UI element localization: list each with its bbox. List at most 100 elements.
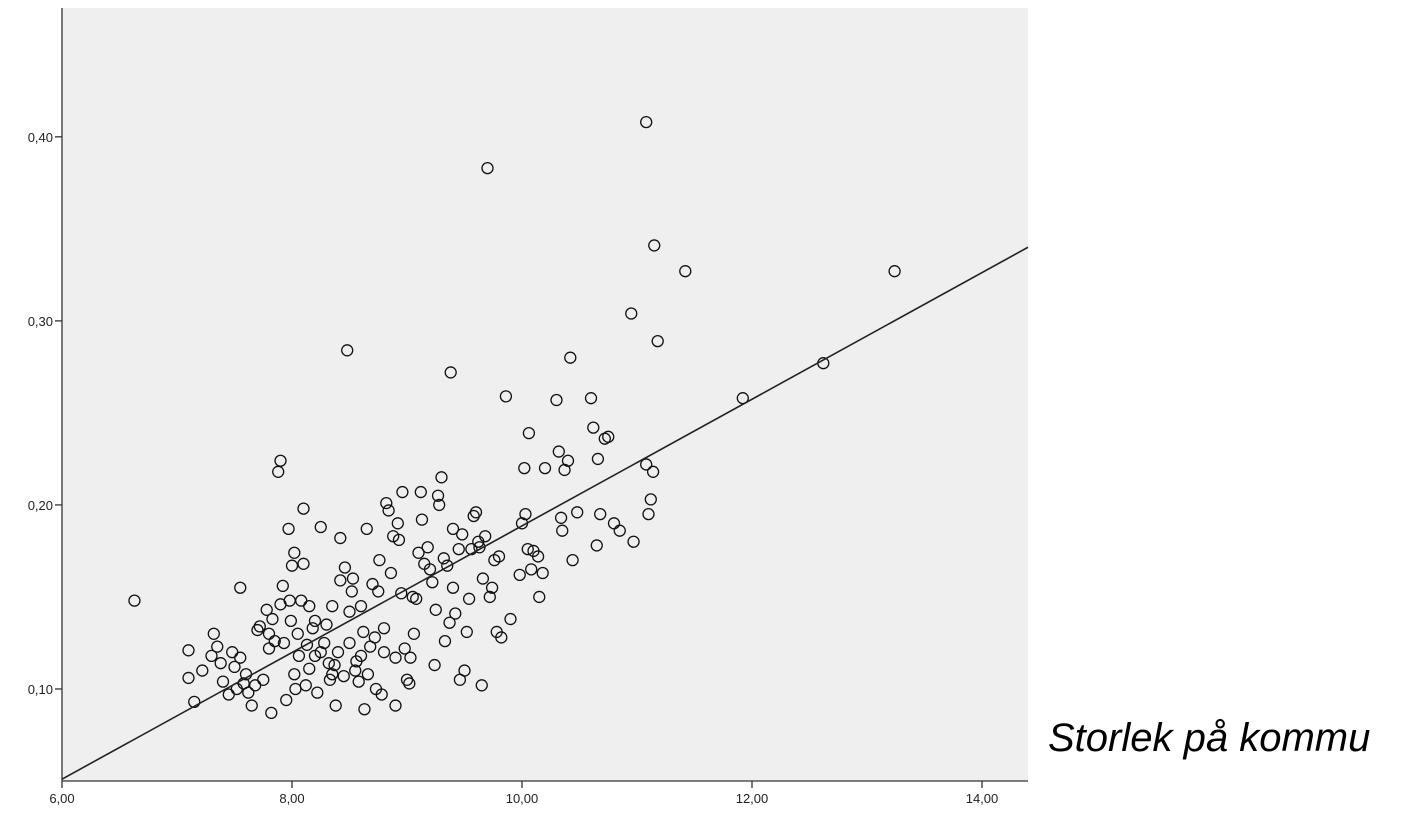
data-point bbox=[306, 622, 319, 635]
data-point bbox=[349, 664, 362, 677]
data-point bbox=[320, 618, 333, 631]
data-point bbox=[646, 465, 660, 478]
data-point bbox=[485, 581, 499, 594]
data-point bbox=[375, 688, 388, 701]
data-point bbox=[343, 636, 356, 650]
data-point bbox=[285, 559, 299, 572]
data-point bbox=[326, 600, 339, 613]
data-point bbox=[288, 668, 301, 681]
data-point bbox=[214, 657, 227, 670]
data-point bbox=[552, 445, 565, 458]
data-point bbox=[566, 553, 579, 567]
data-point bbox=[382, 504, 395, 517]
data-point bbox=[128, 594, 141, 607]
data-point bbox=[483, 590, 496, 604]
regression-line bbox=[61, 246, 1029, 780]
data-point bbox=[228, 660, 241, 674]
data-point bbox=[188, 695, 201, 709]
data-point bbox=[519, 507, 532, 521]
data-point bbox=[360, 522, 373, 536]
data-point bbox=[216, 675, 230, 688]
data-point bbox=[446, 581, 460, 594]
data-point bbox=[274, 454, 287, 467]
data-point bbox=[297, 502, 310, 515]
data-point bbox=[346, 572, 360, 585]
data-point bbox=[469, 506, 483, 519]
data-point bbox=[584, 392, 598, 405]
data-point bbox=[211, 640, 224, 653]
data-point bbox=[571, 506, 584, 519]
data-point bbox=[438, 634, 452, 648]
data-point bbox=[561, 454, 575, 467]
x-tick-label: 10,00 bbox=[506, 791, 539, 806]
data-point bbox=[334, 531, 347, 545]
data-point bbox=[462, 592, 476, 605]
data-point bbox=[415, 513, 429, 526]
data-point bbox=[265, 706, 278, 720]
data-point bbox=[533, 590, 546, 604]
data-point bbox=[679, 265, 692, 278]
data-point bbox=[311, 686, 324, 699]
data-point bbox=[291, 627, 304, 640]
data-point bbox=[337, 669, 350, 683]
data-point bbox=[389, 699, 402, 712]
data-point bbox=[398, 642, 411, 655]
data-point bbox=[257, 673, 270, 686]
data-point bbox=[396, 485, 409, 499]
x-tick-label: 8,00 bbox=[279, 791, 304, 806]
y-tick-label: 0,40 bbox=[28, 130, 53, 145]
plot-area bbox=[62, 8, 1028, 781]
data-point bbox=[591, 452, 605, 466]
data-point bbox=[504, 612, 517, 626]
data-point bbox=[431, 489, 445, 502]
data-point bbox=[452, 542, 465, 556]
data-point bbox=[525, 563, 538, 576]
data-point bbox=[354, 649, 368, 662]
data-point bbox=[473, 541, 486, 554]
data-point bbox=[443, 616, 456, 629]
data-point bbox=[277, 636, 291, 650]
data-point bbox=[602, 430, 615, 443]
data-point bbox=[651, 334, 664, 348]
data-point bbox=[318, 636, 331, 650]
x-tick-label: 12,00 bbox=[736, 791, 769, 806]
data-point bbox=[613, 524, 626, 537]
data-point bbox=[389, 651, 402, 664]
data-point bbox=[648, 239, 661, 252]
data-point bbox=[627, 535, 640, 548]
data-point bbox=[476, 572, 490, 585]
data-point bbox=[303, 600, 316, 613]
data-point bbox=[282, 522, 295, 536]
data-point bbox=[354, 600, 368, 613]
data-point bbox=[329, 699, 342, 712]
data-point bbox=[888, 265, 901, 278]
data-point bbox=[456, 528, 469, 541]
data-point bbox=[331, 646, 345, 659]
data-point bbox=[410, 592, 423, 605]
data-point bbox=[234, 651, 247, 664]
data-point bbox=[554, 511, 568, 524]
x-axis-ticks: 6,00 8,00 10,00 12,00 14,00 bbox=[49, 781, 998, 806]
data-point bbox=[303, 662, 316, 675]
data-point bbox=[426, 576, 439, 589]
data-point bbox=[550, 393, 563, 407]
data-point bbox=[460, 625, 473, 639]
data-point bbox=[299, 679, 312, 692]
data-point bbox=[392, 533, 406, 547]
data-point bbox=[435, 471, 448, 484]
data-point bbox=[242, 686, 255, 699]
data-point bbox=[322, 657, 335, 670]
data-point bbox=[403, 677, 416, 690]
data-point bbox=[207, 627, 220, 640]
data-point bbox=[357, 625, 370, 639]
data-point bbox=[300, 638, 314, 651]
data-point bbox=[380, 496, 393, 510]
data-point bbox=[429, 603, 442, 616]
data-point bbox=[358, 703, 371, 716]
data-point bbox=[368, 631, 381, 644]
data-point bbox=[182, 671, 195, 685]
data-point bbox=[481, 161, 494, 175]
data-point bbox=[518, 461, 531, 475]
y-tick-label: 0,30 bbox=[28, 314, 53, 329]
